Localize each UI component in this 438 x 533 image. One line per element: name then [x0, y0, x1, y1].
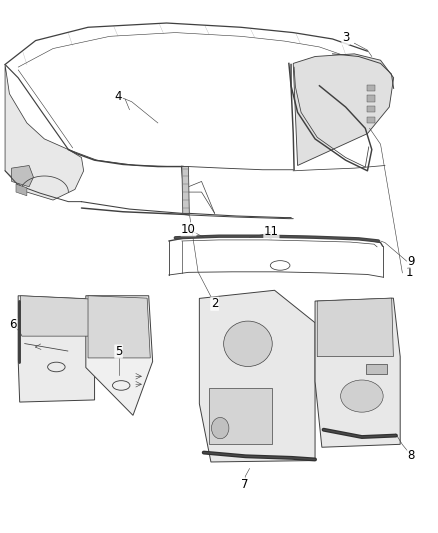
Polygon shape: [317, 298, 393, 357]
Text: 7: 7: [241, 478, 249, 491]
Polygon shape: [5, 64, 84, 200]
Bar: [366, 364, 388, 374]
Bar: [367, 95, 375, 102]
Polygon shape: [315, 298, 400, 447]
Text: 10: 10: [181, 223, 196, 236]
Text: 11: 11: [264, 225, 279, 238]
Text: 9: 9: [407, 255, 415, 268]
Polygon shape: [293, 54, 394, 165]
Polygon shape: [16, 184, 27, 196]
Bar: [367, 106, 375, 112]
Bar: [367, 85, 375, 91]
Polygon shape: [182, 166, 189, 213]
Text: 4: 4: [115, 90, 122, 103]
Ellipse shape: [341, 380, 383, 412]
Text: 2: 2: [211, 297, 219, 310]
Text: 6: 6: [9, 319, 17, 332]
Polygon shape: [18, 296, 95, 402]
Polygon shape: [88, 296, 150, 358]
Text: 8: 8: [407, 449, 415, 462]
Text: 3: 3: [342, 31, 349, 44]
Polygon shape: [199, 290, 315, 462]
Ellipse shape: [224, 321, 272, 367]
Text: 1: 1: [405, 266, 413, 279]
Bar: [367, 117, 375, 123]
Ellipse shape: [212, 417, 229, 439]
Polygon shape: [20, 296, 89, 336]
Text: 5: 5: [115, 345, 122, 358]
Bar: [208, 387, 272, 445]
Polygon shape: [12, 165, 33, 187]
Polygon shape: [86, 296, 152, 415]
